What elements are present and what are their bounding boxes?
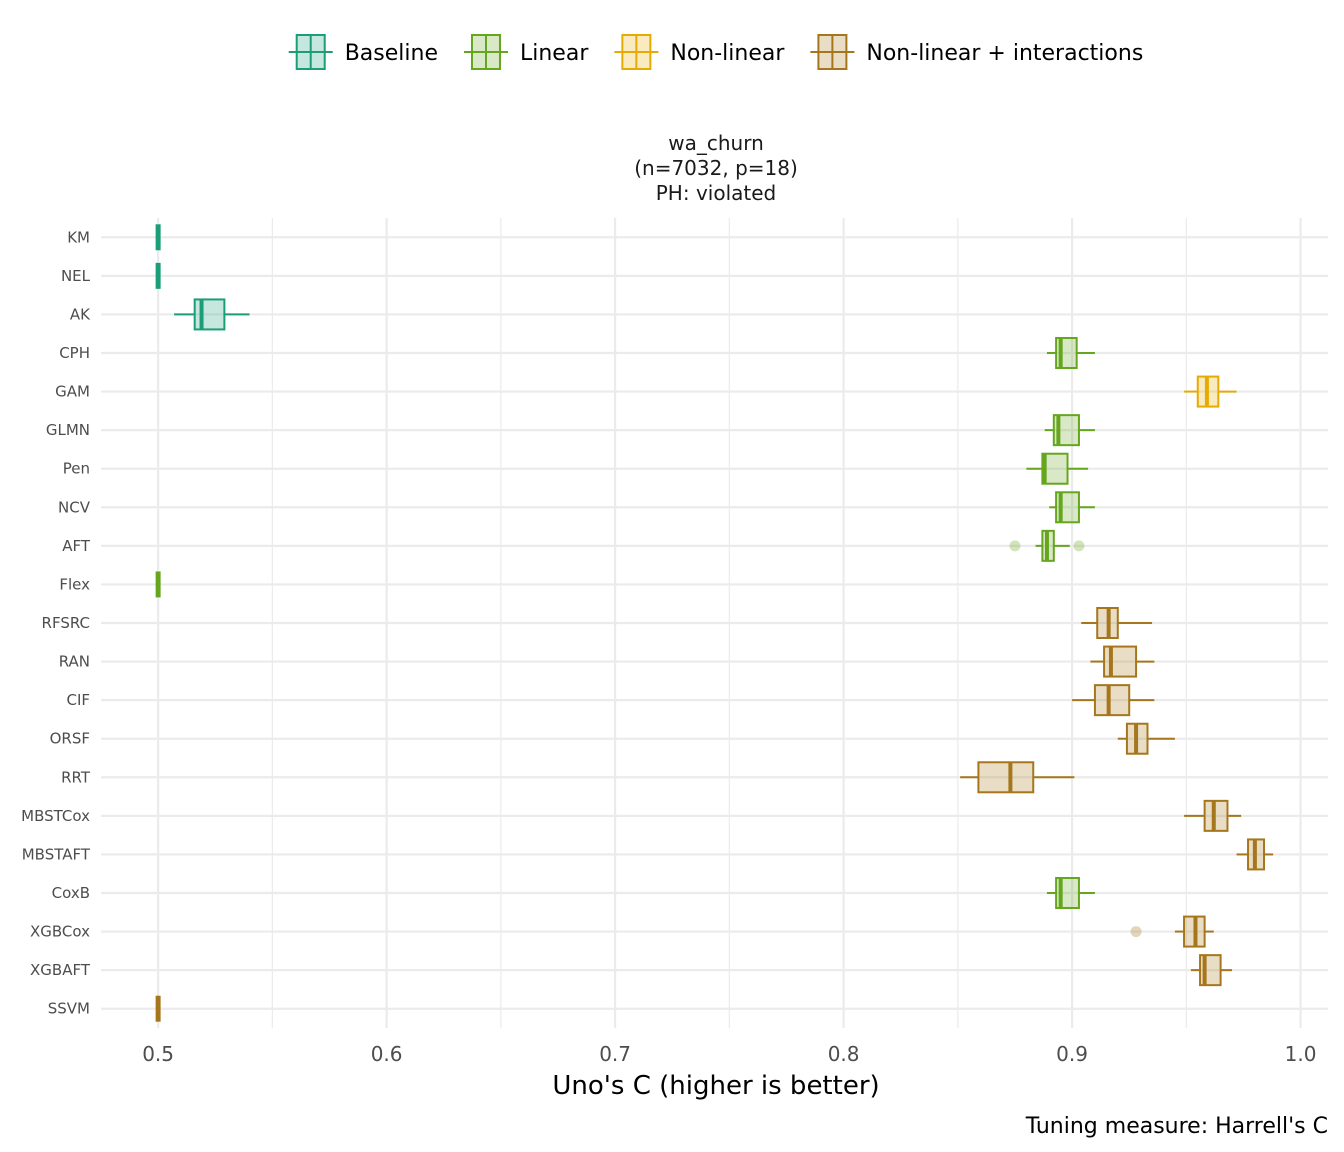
box-coxb	[1046, 877, 1095, 909]
y-tick-label-nel: NEL	[61, 267, 91, 285]
grid	[101, 218, 1328, 1028]
y-tick-label-cph: CPH	[59, 344, 90, 362]
y-tick-label-pen: Pen	[63, 460, 90, 478]
box-iqr	[193, 298, 226, 331]
x-tick-label: 0.5	[142, 1042, 174, 1066]
y-tick-label-orsf: ORSF	[50, 730, 90, 748]
x-tick-label: 1.0	[1285, 1042, 1317, 1066]
box-aft	[1009, 529, 1085, 562]
legend-label: Non-linear + interactions	[866, 41, 1143, 66]
outlier-point	[1073, 540, 1085, 552]
y-tick-label-mbstaft: MBSTAFT	[22, 845, 91, 863]
y-tick-label-rrt: RRT	[61, 768, 91, 786]
legend: Baseline Linear Non-linear Non-linear + int…	[288, 34, 1143, 70]
box-xgbcox	[1130, 915, 1214, 948]
y-tick-label-cif: CIF	[66, 691, 90, 709]
legend-item-baseline: Baseline	[288, 34, 438, 70]
box-iqr	[1203, 799, 1229, 832]
box-cif	[1072, 684, 1155, 717]
legend-item-non-linear: Non-linear	[614, 34, 785, 70]
facet-title-line-1: wa_churn	[668, 131, 764, 155]
legend-label: Non-linear	[670, 41, 785, 66]
y-tick-label-xgbcox: XGBCox	[30, 923, 90, 941]
y-tick-label-aft: AFT	[62, 537, 91, 555]
y-axis: KM NEL AK CPH GAM GLMN Pen NCV AFT Flex RFSRC RAN CI…	[21, 228, 91, 1017]
box-iqr	[1093, 684, 1131, 717]
legend-item-linear: Linear	[463, 34, 589, 70]
outlier-point	[1130, 926, 1142, 938]
box-rfsrc	[1081, 607, 1153, 639]
y-tick-label-ak: AK	[70, 305, 91, 323]
box-rrt	[960, 761, 1075, 794]
y-tick-label-ncv: NCV	[58, 498, 91, 516]
facet-title: wa_churn (n=7032, p=18) PH: violated	[634, 131, 798, 205]
legend-label: Linear	[520, 41, 589, 66]
y-tick-label-flex: Flex	[59, 575, 90, 593]
y-tick-label-km: KM	[67, 228, 90, 246]
outlier-point	[1009, 540, 1021, 552]
facet-title-line-2: (n=7032, p=18)	[634, 156, 798, 180]
box-orsf	[1117, 722, 1175, 755]
y-tick-label-ran: RAN	[59, 653, 90, 671]
box-ak	[174, 298, 250, 331]
y-tick-label-ssvm: SSVM	[48, 1000, 90, 1018]
box-ran	[1090, 645, 1155, 678]
box-xgbaft	[1190, 954, 1233, 987]
y-tick-label-rfsrc: RFSRC	[42, 614, 90, 632]
facet-title-line-3: PH: violated	[656, 181, 776, 205]
x-tick-label: 0.9	[1056, 1042, 1088, 1066]
y-tick-label-xgbaft: XGBAFT	[30, 961, 91, 979]
box-ncv	[1049, 491, 1095, 524]
box-mbstcox	[1184, 799, 1242, 832]
boxes	[155, 224, 1274, 1022]
legend-label: Baseline	[345, 41, 438, 66]
box-glmn	[1044, 414, 1095, 447]
caption: Tuning measure: Harrell's C	[1025, 1114, 1328, 1139]
y-tick-label-coxb: CoxB	[52, 884, 90, 902]
y-tick-label-mbstcox: MBSTCox	[21, 807, 90, 825]
legend-item-non-linear-interactions: Non-linear + interactions	[810, 34, 1143, 70]
box-pen	[1026, 452, 1089, 485]
x-axis: 0.5 0.6 0.7 0.8 0.9 1.0	[142, 1042, 1316, 1066]
y-tick-label-glmn: GLMN	[46, 421, 90, 439]
x-axis-label: Uno's C (higher is better)	[552, 1071, 879, 1101]
x-tick-label: 0.7	[599, 1042, 631, 1066]
x-tick-label: 0.6	[371, 1042, 403, 1066]
y-tick-label-gam: GAM	[55, 383, 90, 401]
box-gam	[1184, 375, 1237, 408]
box-mbstaft	[1236, 838, 1274, 871]
box-cph	[1046, 337, 1095, 369]
box-iqr	[1103, 645, 1138, 678]
box-iqr	[977, 761, 1035, 794]
x-tick-label: 0.8	[828, 1042, 860, 1066]
